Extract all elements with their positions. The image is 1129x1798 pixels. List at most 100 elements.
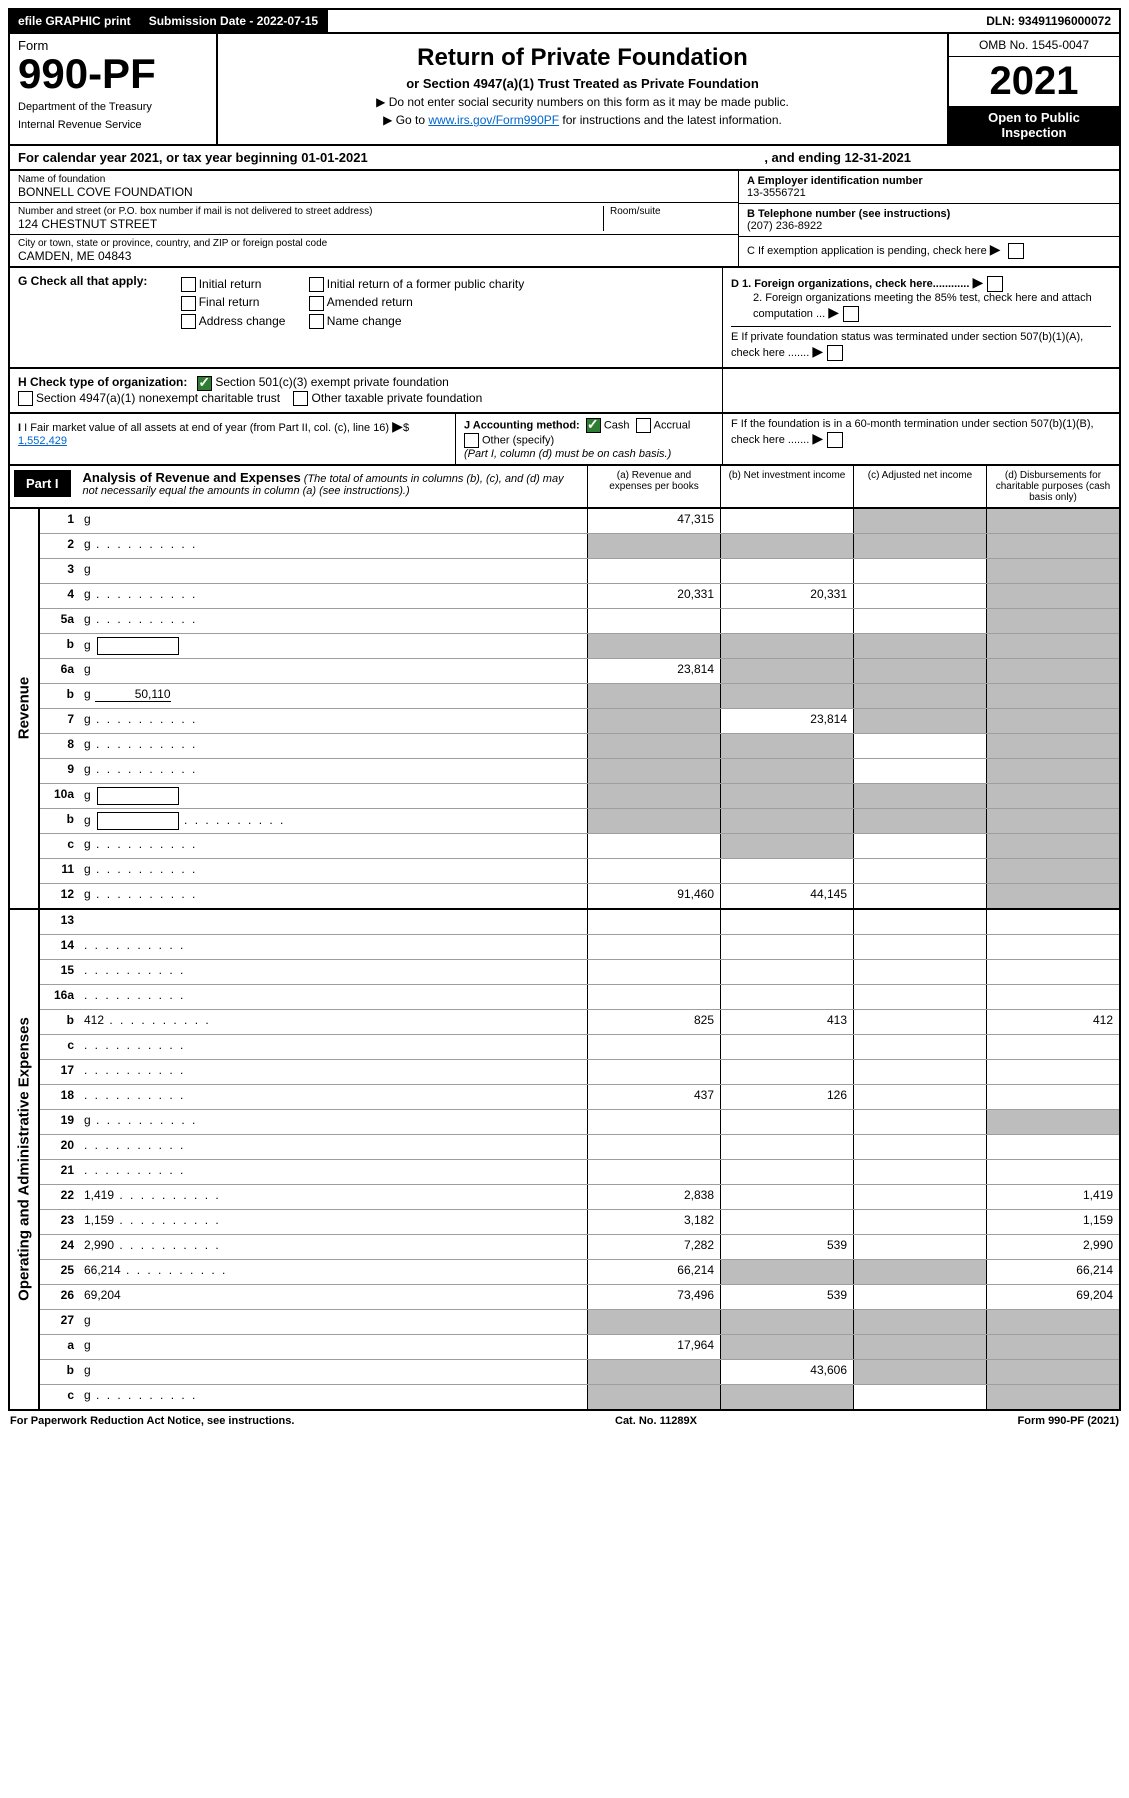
dept-treasury: Department of the Treasury bbox=[18, 101, 208, 113]
exemption-checkbox[interactable] bbox=[1008, 243, 1024, 259]
name-change-checkbox[interactable] bbox=[309, 314, 324, 329]
row-number: 10a bbox=[40, 784, 80, 808]
row-number: 12 bbox=[40, 884, 80, 908]
info-left: Name of foundation BONNELL COVE FOUNDATI… bbox=[10, 171, 738, 266]
amended-checkbox[interactable] bbox=[309, 296, 324, 311]
page-footer: For Paperwork Reduction Act Notice, see … bbox=[8, 1411, 1121, 1431]
j-other: Other (specify) bbox=[482, 434, 554, 446]
d-e-section: D 1. Foreign organizations, check here..… bbox=[722, 268, 1119, 367]
row-number: c bbox=[40, 834, 80, 858]
open-to-public: Open to Public Inspection bbox=[949, 106, 1119, 144]
table-row: 1g47,315 bbox=[40, 509, 1119, 534]
i-value: 1,552,429 bbox=[18, 435, 67, 447]
tax-year: 2021 bbox=[949, 57, 1119, 106]
row-description bbox=[80, 1035, 587, 1059]
row-description: g bbox=[80, 534, 587, 558]
initial-return-checkbox[interactable] bbox=[181, 277, 196, 292]
row-number: 1 bbox=[40, 509, 80, 533]
revenue-rows: 1g47,3152g3g4g20,33120,3315agbg6ag23,814… bbox=[40, 509, 1119, 908]
street-address: 124 CHESTNUT STREET bbox=[18, 217, 603, 231]
row-number: c bbox=[40, 1385, 80, 1409]
table-row: c bbox=[40, 1035, 1119, 1060]
part1-title-cell: Analysis of Revenue and Expenses (The to… bbox=[75, 466, 587, 507]
row-number: b bbox=[40, 1010, 80, 1034]
e-checkbox[interactable] bbox=[827, 345, 843, 361]
row-description: g bbox=[80, 634, 587, 658]
other-taxable-checkbox[interactable] bbox=[293, 391, 308, 406]
cash-checkbox[interactable] bbox=[586, 418, 601, 433]
row-number: 11 bbox=[40, 859, 80, 883]
row-number: 24 bbox=[40, 1235, 80, 1259]
row-description bbox=[80, 1160, 587, 1184]
row-description bbox=[80, 935, 587, 959]
irs-link[interactable]: www.irs.gov/Form990PF bbox=[428, 113, 559, 127]
revenue-side-label: Revenue bbox=[10, 509, 40, 908]
note-ssn: ▶ Do not enter social security numbers o… bbox=[228, 95, 937, 109]
table-row: 20 bbox=[40, 1135, 1119, 1160]
row-description: g bbox=[80, 659, 587, 683]
revenue-table: Revenue 1g47,3152g3g4g20,33120,3315agbg6… bbox=[8, 509, 1121, 910]
col-b-head: (b) Net investment income bbox=[720, 466, 853, 507]
col-a-head: (a) Revenue and expenses per books bbox=[587, 466, 720, 507]
cat-no: Cat. No. 11289X bbox=[615, 1415, 697, 1427]
row-description bbox=[80, 910, 587, 934]
d1-checkbox[interactable] bbox=[987, 276, 1003, 292]
table-row: ag17,964 bbox=[40, 1335, 1119, 1360]
table-row: 18437126 bbox=[40, 1085, 1119, 1110]
address-cell: Number and street (or P.O. box number if… bbox=[10, 203, 738, 235]
row-description: g bbox=[80, 809, 587, 833]
note-link: ▶ Go to www.irs.gov/Form990PF for instru… bbox=[228, 113, 937, 127]
table-row: cg bbox=[40, 1385, 1119, 1409]
phone-label: B Telephone number (see instructions) bbox=[747, 208, 950, 220]
e-label: E If private foundation status was termi… bbox=[731, 331, 1083, 359]
row-description: g bbox=[80, 1335, 587, 1359]
opt-initial: Initial return bbox=[199, 277, 262, 291]
i-label: I Fair market value of all assets at end… bbox=[24, 422, 389, 434]
part1-header: Part I Analysis of Revenue and Expenses … bbox=[8, 466, 1121, 509]
col-c-head: (c) Adjusted net income bbox=[853, 466, 986, 507]
arrow-icon: ▶ bbox=[990, 241, 1001, 257]
form-ref: Form 990-PF (2021) bbox=[1018, 1415, 1120, 1427]
initial-public-checkbox[interactable] bbox=[309, 277, 324, 292]
row-number: 2 bbox=[40, 534, 80, 558]
row-description: g bbox=[80, 884, 587, 908]
row-description: g bbox=[80, 584, 587, 608]
row-number: b bbox=[40, 809, 80, 833]
accrual-checkbox[interactable] bbox=[636, 418, 651, 433]
f-section bbox=[722, 369, 1119, 412]
header-left: Form 990-PF Department of the Treasury I… bbox=[10, 34, 218, 144]
paperwork-notice: For Paperwork Reduction Act Notice, see … bbox=[10, 1415, 294, 1427]
table-row: bg50,110 bbox=[40, 684, 1119, 709]
table-row: 2566,21466,21466,214 bbox=[40, 1260, 1119, 1285]
final-return-checkbox[interactable] bbox=[181, 296, 196, 311]
4947-checkbox[interactable] bbox=[18, 391, 33, 406]
efile-label[interactable]: efile GRAPHIC print bbox=[10, 10, 141, 32]
ein-cell: A Employer identification number 13-3556… bbox=[739, 171, 1119, 204]
501c3-checkbox[interactable] bbox=[197, 376, 212, 391]
row-description bbox=[80, 1060, 587, 1084]
row-description: g bbox=[80, 859, 587, 883]
table-row: bg bbox=[40, 634, 1119, 659]
row-number: c bbox=[40, 1035, 80, 1059]
row-number: 25 bbox=[40, 1260, 80, 1284]
row-number: 15 bbox=[40, 960, 80, 984]
city-state-zip: CAMDEN, ME 04843 bbox=[18, 249, 730, 263]
table-row: cg bbox=[40, 834, 1119, 859]
f-checkbox[interactable] bbox=[827, 432, 843, 448]
d2-checkbox[interactable] bbox=[843, 306, 859, 322]
row-description: 2,990 bbox=[80, 1235, 587, 1259]
h-label: H Check type of organization: bbox=[18, 375, 187, 389]
table-row: 13 bbox=[40, 910, 1119, 935]
row-number: a bbox=[40, 1335, 80, 1359]
row-description bbox=[80, 1085, 587, 1109]
g-checks: G Check all that apply: Initial return F… bbox=[10, 268, 722, 367]
h-opt1: Section 501(c)(3) exempt private foundat… bbox=[215, 375, 448, 389]
row-description: g bbox=[80, 784, 587, 808]
calendar-year-row: For calendar year 2021, or tax year begi… bbox=[8, 146, 1121, 171]
row-number: b bbox=[40, 634, 80, 658]
address-change-checkbox[interactable] bbox=[181, 314, 196, 329]
table-row: 12g91,46044,145 bbox=[40, 884, 1119, 908]
row-number: 23 bbox=[40, 1210, 80, 1234]
other-method-checkbox[interactable] bbox=[464, 433, 479, 448]
row-number: 26 bbox=[40, 1285, 80, 1309]
